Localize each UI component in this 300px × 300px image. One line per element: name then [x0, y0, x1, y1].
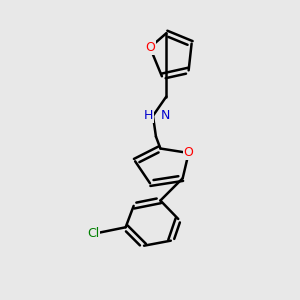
- Text: H: H: [144, 109, 153, 122]
- Text: O: O: [184, 146, 194, 160]
- Text: O: O: [145, 41, 155, 54]
- Text: Cl: Cl: [87, 227, 100, 240]
- Text: N: N: [160, 109, 170, 122]
